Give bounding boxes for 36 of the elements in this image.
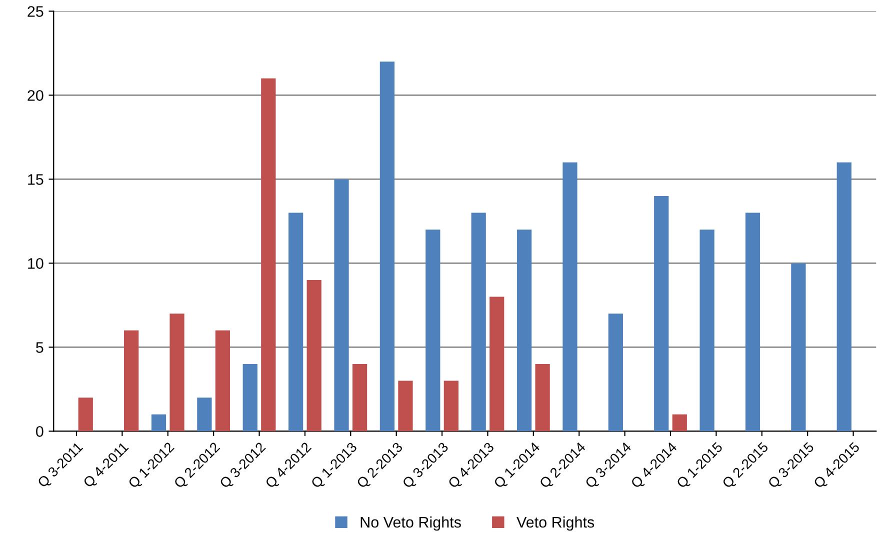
bar [608,314,623,432]
bar [791,263,806,432]
bar [490,296,504,432]
y-tick-label: 15 [28,174,44,185]
bar [426,230,440,432]
bar [334,179,349,432]
bar [444,380,458,432]
y-tick-label: 5 [36,342,44,353]
bar [242,364,258,432]
bar [215,330,230,432]
bar [170,314,184,432]
legend-label: Veto Rights [516,516,594,531]
bar [380,62,395,432]
bar [78,398,93,432]
bar [700,230,714,432]
bar [745,212,760,432]
y-tick-label: 0 [36,426,44,437]
bar [672,414,687,432]
y-tick-label: 10 [28,258,44,269]
bar [535,364,550,432]
y-tick-label: 25 [28,6,44,17]
bar [398,380,413,432]
bar [288,212,304,432]
bar [516,230,532,432]
legend-label: No Veto Rights [360,516,461,531]
bar [151,414,166,432]
bar [352,364,368,432]
bar [197,398,212,432]
bar [471,212,486,432]
bar [261,78,276,432]
bar [124,330,139,432]
y-tick-label: 20 [28,90,44,101]
bar [654,196,669,432]
bar [836,162,852,432]
bar [562,162,578,432]
bar [306,280,322,432]
